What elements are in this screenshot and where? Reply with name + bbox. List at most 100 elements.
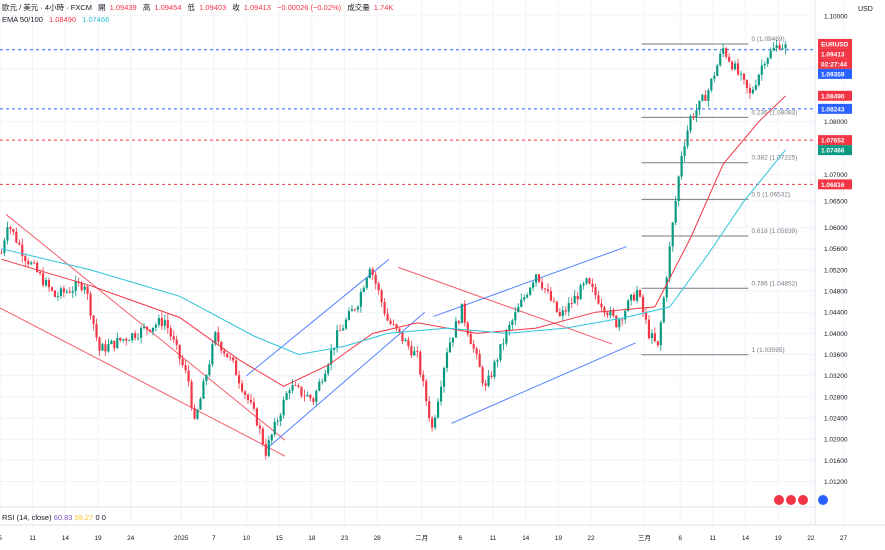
- event-flag-icon[interactable]: [786, 494, 796, 505]
- ema-legend: EMA 50/100 1.08490 1.07466: [2, 14, 113, 25]
- y-tick-label: 1.04000: [824, 331, 848, 338]
- fib-level-label: 0.618 (1.05839): [751, 228, 797, 235]
- candle-body: [579, 285, 582, 300]
- candle-body: [439, 386, 443, 402]
- candle-body: [517, 306, 520, 313]
- x-tick-label: 28: [374, 535, 382, 542]
- candle-body: [276, 421, 279, 422]
- price-badge-label: 1.07652: [821, 138, 845, 145]
- candle-body: [270, 434, 273, 441]
- candle-body: [21, 244, 24, 257]
- x-tick-label: 23: [341, 535, 349, 542]
- rsi-label[interactable]: RSI (14, close): [2, 513, 52, 522]
- candle-body: [719, 53, 722, 66]
- candle-body: [163, 320, 166, 326]
- candle-body: [229, 357, 232, 359]
- candle-body: [318, 381, 321, 391]
- y-tick-label: 1.02400: [824, 416, 848, 423]
- x-tick-label: 22: [587, 535, 595, 542]
- x-tick-label: 19: [775, 535, 783, 542]
- x-tick-label: 19: [94, 535, 102, 542]
- candle-body: [327, 364, 330, 374]
- y-tick-label: 1.02800: [824, 394, 848, 401]
- candle-body: [603, 307, 606, 313]
- candle-body: [18, 242, 21, 245]
- candle-body: [725, 48, 728, 57]
- candle-body: [47, 279, 51, 288]
- x-tick-label: 11: [29, 535, 36, 542]
- candle-body: [600, 303, 603, 308]
- event-flag-icon[interactable]: [798, 494, 808, 505]
- candle-body: [535, 274, 538, 283]
- candle-body: [380, 290, 383, 303]
- y-tick-label: 1.06500: [824, 199, 848, 206]
- fib-level-label: 0.786 (1.04852): [751, 280, 797, 287]
- candle-body: [258, 425, 261, 429]
- candle-body: [484, 383, 487, 386]
- candle-body: [107, 344, 110, 352]
- candle-body: [582, 283, 585, 286]
- candle-body: [134, 333, 137, 338]
- candle-body: [609, 310, 612, 316]
- candle-body: [692, 116, 695, 118]
- candle-body: [202, 381, 205, 399]
- x-tick-label: 11: [490, 535, 497, 542]
- candle-body: [606, 312, 609, 316]
- candle-body: [303, 395, 306, 397]
- candle-body: [220, 341, 223, 351]
- candle-body: [223, 350, 226, 354]
- ema-label[interactable]: EMA 50/100: [2, 15, 43, 24]
- candle-body: [641, 296, 645, 313]
- candle-body: [214, 332, 217, 344]
- candle-body: [552, 300, 555, 302]
- x-tick-label: 5: [0, 535, 2, 542]
- event-flag-icon[interactable]: [818, 494, 828, 505]
- candle-body: [398, 328, 401, 332]
- symbol-title[interactable]: 歐元 / 美元 · 4小時 · FXCM: [2, 3, 92, 12]
- y-tick-label: 1.01200: [824, 479, 848, 486]
- candle-body: [585, 278, 588, 284]
- candle-body: [523, 297, 526, 300]
- change-value: −0.00026 (−0.02%): [276, 3, 342, 12]
- price-badge: [818, 38, 852, 49]
- candle-body: [766, 58, 769, 64]
- candle-body: [101, 344, 104, 351]
- candle-body: [668, 246, 671, 278]
- candle-body: [591, 283, 594, 288]
- candle-body: [555, 301, 558, 313]
- x-tick-label: 22: [807, 535, 815, 542]
- y-tick-label: 1.04800: [824, 289, 848, 296]
- candle-body: [469, 333, 472, 345]
- candle-body: [407, 339, 410, 347]
- candle-body: [288, 390, 291, 394]
- low-value: 1.09403: [199, 3, 227, 12]
- candle-body: [89, 293, 92, 316]
- candle-body: [205, 375, 208, 382]
- candle-body: [395, 324, 398, 329]
- event-flag-icon[interactable]: [774, 494, 784, 505]
- candle-body: [757, 74, 760, 86]
- candle-body: [662, 297, 665, 323]
- x-tick-label: 2025: [174, 535, 189, 542]
- price-badge: [818, 68, 852, 79]
- candle-body: [53, 290, 57, 297]
- candle-body: [677, 176, 680, 202]
- candle-body: [478, 353, 481, 368]
- candle-body: [374, 274, 377, 284]
- x-tick-label: 14: [522, 535, 530, 542]
- symbol-header: 歐元 / 美元 · 4小時 · FXCM 開 1.09439 高 1.09454 低…: [2, 2, 397, 13]
- candle-body: [142, 326, 146, 328]
- candle-body: [122, 339, 125, 341]
- candle-body: [6, 227, 9, 241]
- candle-body: [760, 65, 763, 75]
- open-value: 1.09439: [109, 3, 137, 12]
- rsi-legend: RSI (14, close) 60.83 59.27 0 0: [2, 513, 106, 522]
- candle-body: [312, 398, 315, 402]
- candle-body: [208, 364, 211, 376]
- candle-body: [24, 256, 27, 262]
- candle-body: [526, 294, 529, 298]
- candle-body: [15, 231, 18, 243]
- y-tick-label: 1.10000: [824, 13, 848, 20]
- candle-body: [481, 367, 484, 384]
